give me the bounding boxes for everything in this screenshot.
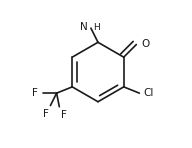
Text: H: H	[93, 23, 100, 32]
Text: F: F	[61, 110, 67, 120]
Text: F: F	[32, 88, 38, 98]
Text: N: N	[80, 22, 88, 32]
Text: F: F	[43, 108, 48, 119]
Text: Cl: Cl	[143, 88, 154, 98]
Text: O: O	[141, 39, 150, 49]
